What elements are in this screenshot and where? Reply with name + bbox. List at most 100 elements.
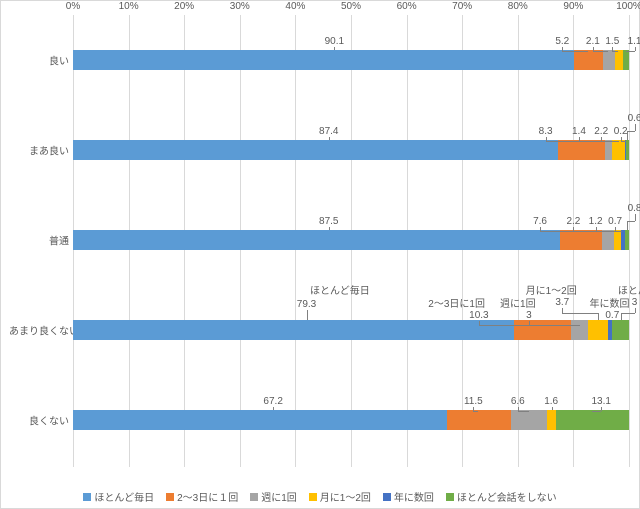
leader-line — [473, 411, 478, 412]
value-label: 0.7 — [608, 217, 622, 227]
leader-line — [627, 221, 628, 230]
leader-line — [529, 325, 580, 326]
stacked-bar — [73, 230, 629, 250]
legend-label: ほとんど毎日 — [94, 489, 154, 504]
chart-row: まあ良い — [73, 105, 629, 195]
leader-line — [627, 221, 635, 222]
bar-segment — [73, 320, 514, 340]
value-label: 1.6 — [544, 397, 558, 407]
x-axis-tick-label: 80% — [508, 1, 528, 12]
legend-swatch — [250, 493, 258, 501]
leader-line — [601, 141, 619, 142]
x-axis-tick-label: 30% — [230, 1, 250, 12]
category-label: まあ良い — [9, 143, 69, 158]
bar-segment — [73, 230, 560, 250]
legend-item: 年に数回 — [383, 489, 434, 504]
leader-line — [518, 411, 529, 412]
legend-label: 月に1～2回 — [320, 489, 371, 504]
leader-line — [562, 51, 588, 52]
category-label: あまり良くない — [9, 323, 69, 338]
leader-line — [627, 131, 628, 140]
leader-line — [546, 141, 582, 142]
legend-label: ほとんど会話をしない — [457, 489, 557, 504]
legend-item: ほとんど毎日 — [83, 489, 154, 504]
value-label: 7.6 — [533, 217, 547, 227]
value-label: 3 — [526, 311, 532, 321]
value-label: 1.2 — [589, 217, 603, 227]
value-label: 週に1回 — [500, 300, 536, 310]
chart-row: あまり良くない — [73, 285, 629, 375]
value-label: 2～3日に1回 — [428, 300, 485, 310]
leader-line — [329, 137, 330, 140]
legend-swatch — [383, 493, 391, 501]
legend-item: 月に1～2回 — [309, 489, 371, 504]
leader-line — [621, 313, 635, 314]
legend-item: ほとんど会話をしない — [446, 489, 557, 504]
value-label: ほとんど毎日 — [310, 287, 370, 297]
value-label: 87.4 — [319, 127, 338, 137]
legend-swatch — [309, 493, 317, 501]
bar-segment — [588, 320, 609, 340]
legend: ほとんど毎日2～3日に１回週に1回月に1～2回年に数回ほとんど会話をしない — [1, 489, 639, 504]
bar-segment — [626, 140, 629, 160]
x-axis-tick-label: 70% — [452, 1, 472, 12]
bar-segment — [547, 410, 556, 430]
leader-line — [635, 124, 636, 131]
chart-row: 良い — [73, 15, 629, 105]
value-label: 90.1 — [325, 37, 344, 47]
value-label: 79.3 — [297, 300, 316, 310]
bar-segment — [625, 230, 629, 250]
bar-segment — [73, 50, 574, 70]
bar-segment — [447, 410, 511, 430]
stacked-bar — [73, 320, 629, 340]
leader-line — [635, 214, 636, 221]
legend-swatch — [446, 493, 454, 501]
bar-segment — [556, 410, 629, 430]
bar-segment — [511, 410, 548, 430]
chart-row: 普通 — [73, 195, 629, 285]
value-label: 8.3 — [539, 127, 553, 137]
chart-row: 良くない — [73, 375, 629, 465]
grid-line — [629, 15, 630, 467]
leader-line — [635, 308, 636, 313]
value-label: 2.1 — [586, 37, 600, 47]
leader-line — [621, 141, 626, 142]
bar-segment — [574, 50, 603, 70]
leader-line — [615, 231, 622, 232]
value-label: 3 — [632, 298, 638, 308]
bar-segment — [605, 140, 613, 160]
value-label: 2.2 — [594, 127, 608, 137]
x-axis-tick-label: 90% — [563, 1, 583, 12]
value-label: 0.2 — [614, 127, 628, 137]
x-axis-tick-label: 10% — [119, 1, 139, 12]
x-axis-tick-label: 0% — [66, 1, 80, 12]
x-axis-tick-label: 40% — [285, 1, 305, 12]
bar-segment — [73, 140, 558, 160]
value-label: 0.8 — [628, 204, 640, 214]
leader-line — [621, 313, 622, 320]
value-label: 11.5 — [464, 397, 483, 407]
leader-line — [273, 407, 274, 410]
legend-label: 週に1回 — [261, 489, 297, 504]
category-label: 良い — [9, 53, 69, 68]
bar-segment — [558, 140, 604, 160]
leader-line — [601, 407, 602, 411]
leader-line — [598, 313, 599, 320]
x-axis-tick-label: 20% — [174, 1, 194, 12]
bar-segment — [612, 320, 629, 340]
legend-item: 週に1回 — [250, 489, 297, 504]
value-label: 13.1 — [591, 397, 610, 407]
value-label: 1.4 — [572, 127, 586, 137]
value-label: 1.5 — [605, 37, 619, 47]
stacked-bar — [73, 50, 629, 70]
stacked-bar — [73, 410, 629, 430]
value-label: 3.7 — [555, 298, 569, 308]
legend-swatch — [83, 493, 91, 501]
legend-swatch — [166, 493, 174, 501]
stacked-bar-chart: 0%10%20%30%40%50%60%70%80%90%100%良いまあ良い普… — [0, 0, 640, 509]
value-label: 0.7 — [605, 311, 619, 321]
bar-segment — [602, 230, 614, 250]
value-label: 0.6 — [628, 114, 640, 124]
x-axis-tick-label: 100% — [616, 1, 640, 12]
bar-segment — [623, 50, 629, 70]
